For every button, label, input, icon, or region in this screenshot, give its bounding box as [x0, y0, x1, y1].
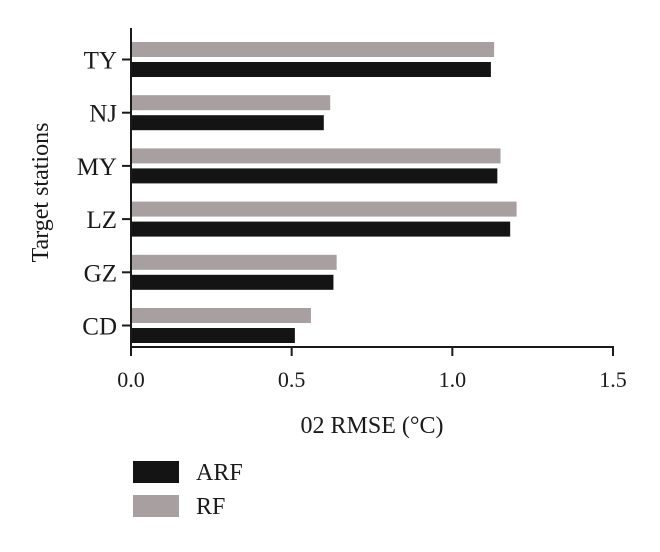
bar-arf-ty: [131, 62, 491, 77]
y-ticks-group: CD GZ LZ MY NJ TY: [77, 48, 131, 341]
x-ticks-group: 0.0 0.5 1.0 1.5: [117, 347, 627, 392]
y-tick-label-cd: CD: [82, 314, 117, 341]
bar-rf-nj: [131, 95, 331, 111]
bar-rf-cd: [131, 308, 311, 323]
legend-label-rf: RF: [196, 494, 225, 520]
x-axis-label: 02 RMSE (°C): [301, 413, 444, 439]
bar-arf-gz: [131, 274, 334, 290]
bar-rf-ty: [131, 42, 495, 57]
x-tick-label: 0.5: [278, 367, 306, 392]
x-tick-label: 0.0: [117, 367, 145, 392]
y-tick-label-nj: NJ: [89, 101, 117, 128]
bar-arf-my: [131, 168, 498, 184]
legend-swatch-rf: [133, 495, 179, 517]
bars-group: [131, 42, 517, 343]
bar-arf-lz: [131, 221, 511, 237]
legend-label-arf: ARF: [196, 460, 243, 486]
bar-arf-nj: [131, 115, 324, 131]
y-tick-label-ty: TY: [84, 48, 117, 75]
bar-rf-my: [131, 148, 501, 164]
y-tick-label-my: MY: [77, 154, 117, 181]
legend: ARF RF: [133, 460, 243, 520]
legend-swatch-arf: [133, 461, 179, 483]
bar-rf-lz: [131, 201, 517, 217]
bar-arf-cd: [131, 328, 295, 343]
y-axis-label: Target stations: [28, 123, 54, 263]
bar-rf-gz: [131, 254, 337, 270]
x-tick-label: 1.0: [439, 367, 467, 392]
y-tick-label-gz: GZ: [84, 260, 117, 287]
x-tick-label: 1.5: [599, 367, 627, 392]
y-tick-label-lz: LZ: [86, 207, 117, 234]
